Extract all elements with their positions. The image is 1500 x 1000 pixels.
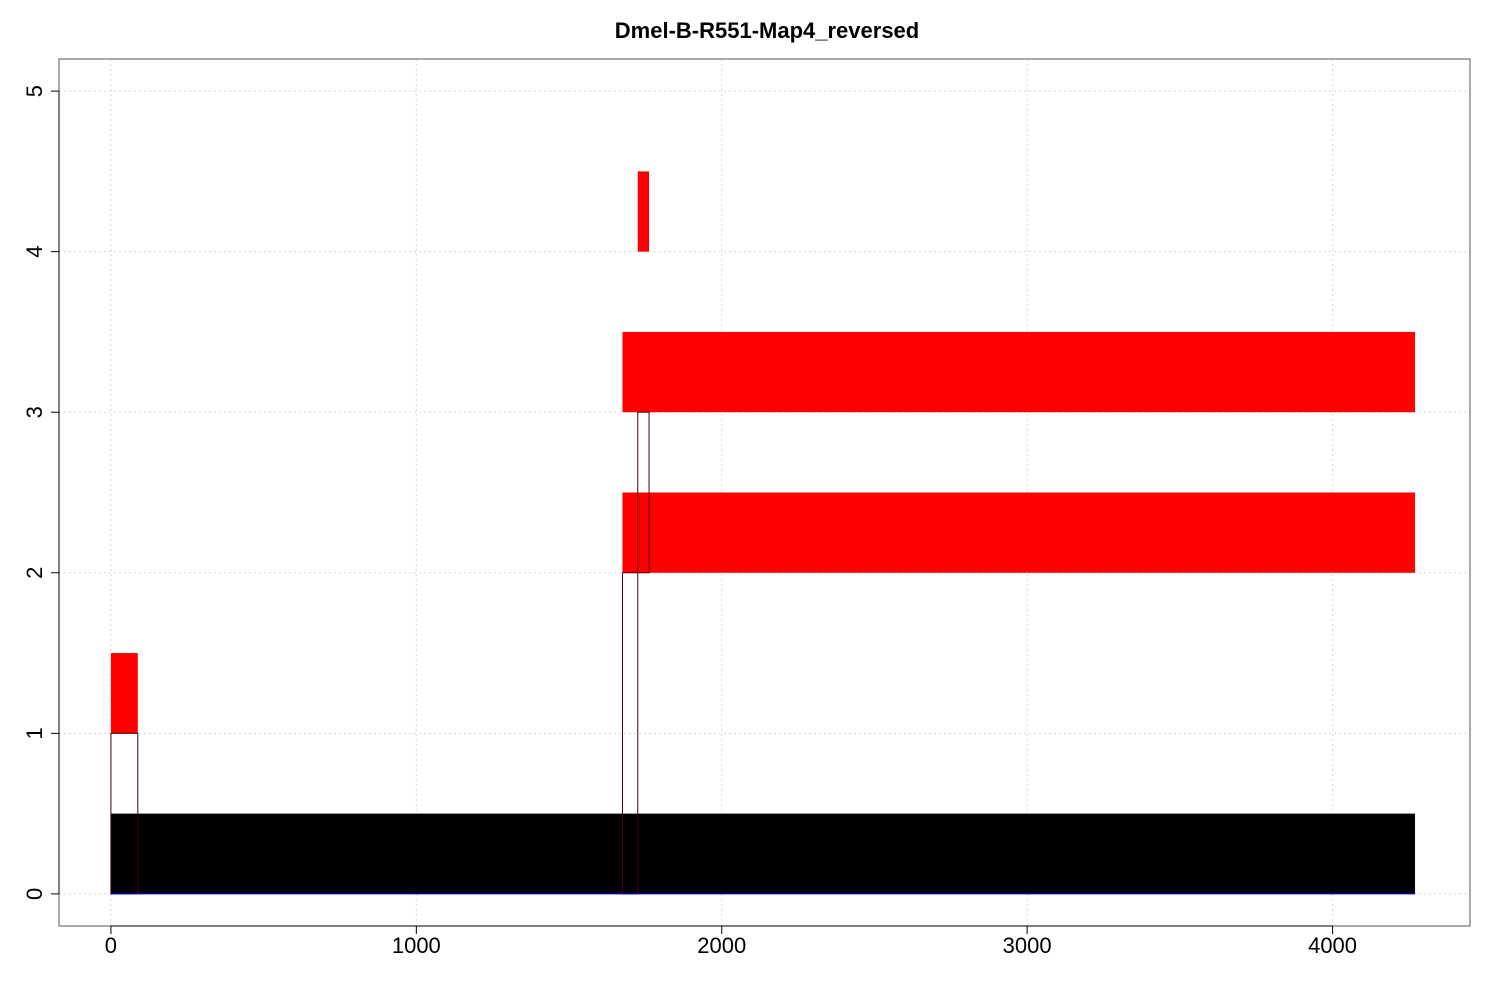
- y-tick-label: 1: [22, 727, 47, 739]
- connector-outline: [637, 411, 650, 574]
- data-block: [110, 653, 138, 734]
- data-block: [637, 171, 650, 252]
- y-tick-label: 4: [22, 246, 47, 258]
- x-tick-label: 4000: [1308, 933, 1357, 958]
- data-layer: [110, 171, 1416, 895]
- y-tick-label: 5: [22, 85, 47, 97]
- data-block: [622, 492, 1416, 573]
- x-tick-label: 3000: [1003, 933, 1052, 958]
- data-block: [110, 813, 1416, 894]
- x-tick-label: 2000: [697, 933, 746, 958]
- data-block: [622, 331, 1416, 413]
- x-tick-label: 1000: [392, 933, 441, 958]
- chart-title: Dmel-B-R551-Map4_reversed: [615, 18, 919, 43]
- y-tick-label: 0: [22, 888, 47, 900]
- x-tick-label: 0: [105, 933, 117, 958]
- y-tick-label: 3: [22, 406, 47, 418]
- axes: 0 1000 2000 3000 4000 0 1 2 3 4 5: [22, 85, 1357, 958]
- y-tick-label: 2: [22, 567, 47, 579]
